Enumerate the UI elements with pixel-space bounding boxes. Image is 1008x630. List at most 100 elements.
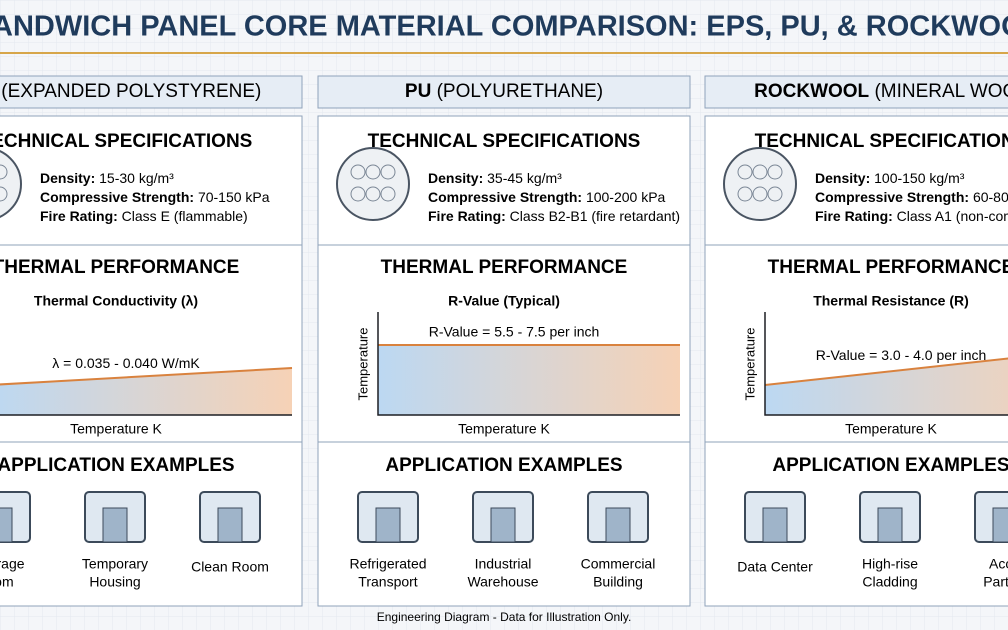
section-title: TECHNICAL SPECIFICATIONS xyxy=(755,131,1008,152)
section-title: THERMAL PERFORMANCE xyxy=(768,257,1008,278)
app-icon-detail xyxy=(0,507,13,543)
app-icon-detail xyxy=(762,507,788,543)
column-header-text: PU (POLYURETHANE) xyxy=(405,81,603,102)
spec-label: Compressive Strength: xyxy=(815,189,969,205)
spec-value: Class B2-B1 (fire retardant) xyxy=(510,208,680,224)
section-title: APPLICATION EXAMPLES xyxy=(772,455,1008,476)
material-icon-cell xyxy=(380,186,396,202)
spec-value: 70-150 kPa xyxy=(198,189,270,205)
app-label: Commercial xyxy=(581,556,656,572)
app-icon-detail xyxy=(490,507,516,543)
chart-title: Thermal Resistance (R) xyxy=(813,293,969,309)
app-label: Warehouse xyxy=(467,574,538,590)
material-icon-cell xyxy=(0,186,8,202)
footer: Engineering Diagram - Data for Illustrat… xyxy=(377,610,632,624)
app-icon-detail xyxy=(217,507,243,543)
chart-title: R-Value (Typical) xyxy=(448,293,560,309)
section-title: APPLICATION EXAMPLES xyxy=(0,455,235,476)
annotation: R-Value = 5.5 - 7.5 per inch xyxy=(429,324,600,340)
spec-line: Fire Rating: Class A1 (non-com xyxy=(815,208,1008,224)
app-label: Housing xyxy=(89,574,140,590)
spec-label: Compressive Strength: xyxy=(40,189,194,205)
spec-line: Fire Rating: Class B2-B1 (fire retardant… xyxy=(428,208,680,224)
section-title: THERMAL PERFORMANCE xyxy=(381,257,628,278)
app-label: oom xyxy=(0,574,14,590)
spec-line: Density: 100-150 kg/m³ xyxy=(815,170,965,186)
material-icon xyxy=(336,147,410,221)
chart-title: Thermal Conductivity (λ) xyxy=(34,293,198,309)
material-icon-cell xyxy=(365,164,381,180)
x-axis-label: Temperature K xyxy=(845,421,937,437)
material-icon-cell xyxy=(752,164,768,180)
material-icon-cell xyxy=(767,186,783,202)
thermal-area xyxy=(378,345,680,415)
app-label: Data Center xyxy=(737,559,813,575)
app-label: Transport xyxy=(358,574,418,590)
y-axis-label: Temperature xyxy=(742,328,757,401)
spec-label: Density: xyxy=(815,170,870,186)
x-axis-label: Temperature K xyxy=(70,421,162,437)
app-icon-detail xyxy=(375,507,401,543)
y-axis-label: Temperature xyxy=(355,328,370,401)
thermal-line xyxy=(0,367,293,386)
app-label: Cladding xyxy=(862,574,917,590)
material-desc: (POLYURETHANE) xyxy=(437,81,603,102)
material-desc: (MINERAL WOOL xyxy=(874,81,1008,102)
spec-label: Fire Rating: xyxy=(428,208,506,224)
app-label: Refrigerated xyxy=(349,556,426,572)
material-icon-cell xyxy=(0,164,8,180)
x-axis-label: Temperature K xyxy=(458,421,550,437)
spec-value: 100-150 kg/m³ xyxy=(874,170,965,186)
spec-value: Class A1 (non-com xyxy=(897,208,1008,224)
spec-value: 100-200 kPa xyxy=(586,189,666,205)
material-desc: (EXPANDED POLYSTYRENE) xyxy=(1,81,261,102)
app-label: Partitio xyxy=(983,574,1008,590)
app-label: Temporary xyxy=(82,556,148,572)
app-label: Clean Room xyxy=(191,559,269,575)
spec-line: Fire Rating: Class E (flammable) xyxy=(40,208,248,224)
app-icon-detail xyxy=(877,507,903,543)
app-icon-detail xyxy=(992,507,1008,543)
app-icon-detail xyxy=(102,507,128,543)
spec-label: Fire Rating: xyxy=(815,208,893,224)
spec-line: Compressive Strength: 100-200 kPa xyxy=(428,189,666,205)
spec-line: Compressive Strength: 70-150 kPa xyxy=(40,189,270,205)
annotation: R-Value = 3.0 - 4.0 per inch xyxy=(816,347,987,363)
column-header xyxy=(704,75,1008,109)
spec-label: Density: xyxy=(428,170,483,186)
spec-value: 60-80 k xyxy=(973,189,1008,205)
app-label: Storage xyxy=(0,556,25,572)
app-label: Building xyxy=(593,574,643,590)
spec-value: Class E (flammable) xyxy=(122,208,248,224)
spec-label: Density: xyxy=(40,170,95,186)
material-icon-cell xyxy=(767,164,783,180)
thermal-area xyxy=(0,368,292,415)
axes xyxy=(377,312,680,416)
spec-line: Density: 35-45 kg/m³ xyxy=(428,170,562,186)
material-icon-cell xyxy=(380,164,396,180)
thermal-area xyxy=(765,358,1008,415)
material-icon-cell xyxy=(350,186,366,202)
material-icon xyxy=(723,147,797,221)
thermal-line xyxy=(764,357,1008,386)
spec-label: Fire Rating: xyxy=(40,208,118,224)
annotation: λ = 0.035 - 0.040 W/mK xyxy=(52,355,200,371)
column-header-text: PS (EXPANDED POLYSTYRENE) xyxy=(0,81,261,102)
spec-value: 35-45 kg/m³ xyxy=(487,170,562,186)
material-name: PU xyxy=(405,81,431,102)
spec-label: Compressive Strength: xyxy=(428,189,582,205)
app-label: Industrial xyxy=(475,556,532,572)
column-header xyxy=(0,75,303,109)
material-icon-cell xyxy=(737,186,753,202)
title: ANDWICH PANEL CORE MATERIAL COMPARISON: … xyxy=(0,11,1008,43)
section-title: APPLICATION EXAMPLES xyxy=(385,455,622,476)
column-header xyxy=(317,75,691,109)
spec-line: Compressive Strength: 60-80 k xyxy=(815,189,1008,205)
app-icon-detail xyxy=(605,507,631,543)
spec-line: Density: 15-30 kg/m³ xyxy=(40,170,174,186)
axes xyxy=(764,312,1008,416)
material-icon-cell xyxy=(737,164,753,180)
material-icon-cell xyxy=(350,164,366,180)
